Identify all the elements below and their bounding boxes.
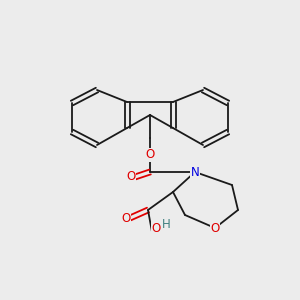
Text: O: O bbox=[126, 170, 136, 184]
Text: O: O bbox=[122, 212, 130, 224]
Text: O: O bbox=[152, 221, 160, 235]
Text: O: O bbox=[210, 221, 220, 235]
Text: N: N bbox=[190, 166, 200, 178]
Text: H: H bbox=[162, 218, 170, 230]
Text: O: O bbox=[146, 148, 154, 161]
